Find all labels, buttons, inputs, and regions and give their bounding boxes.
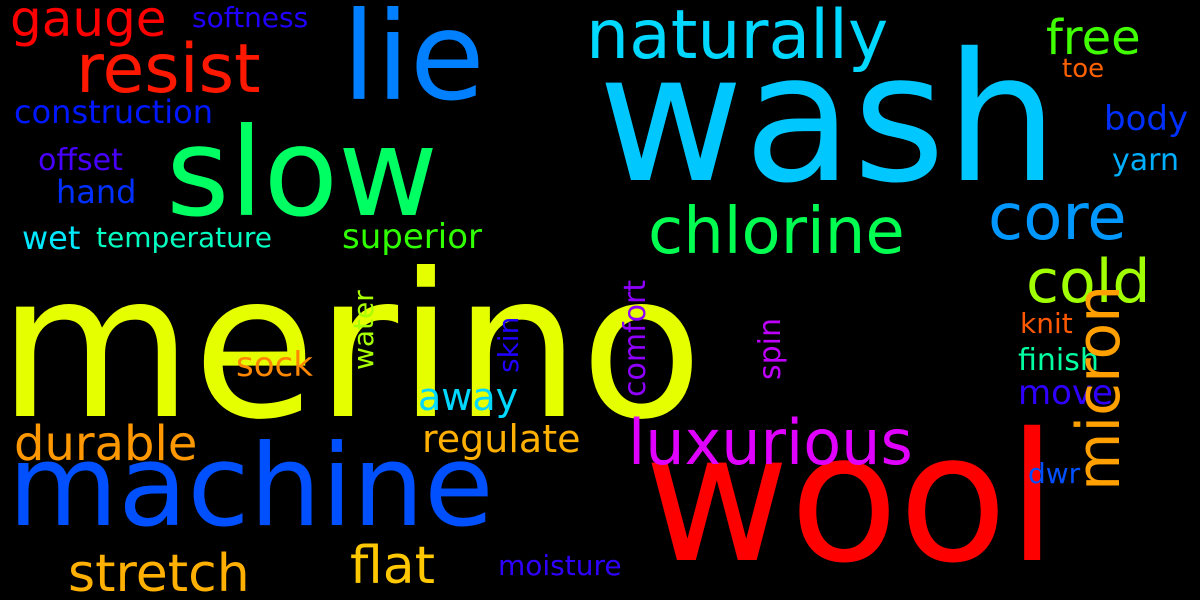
- word-yarn: yarn: [1112, 143, 1179, 178]
- word-cold: cold: [1026, 247, 1151, 317]
- word-away: away: [418, 375, 519, 419]
- word-move: move: [1018, 373, 1113, 413]
- word-softness: softness: [192, 1, 309, 34]
- word-wool: wool: [644, 395, 1057, 600]
- word-durable: durable: [14, 416, 198, 472]
- word-comfort: comfort: [618, 279, 653, 397]
- word-machine: machine: [8, 420, 494, 552]
- word-skin: skin: [492, 316, 525, 373]
- word-wet: wet: [22, 219, 81, 257]
- word-regulate: regulate: [422, 417, 581, 461]
- word-micron: micron: [1064, 284, 1134, 491]
- word-stretch: stretch: [68, 544, 250, 600]
- word-body: body: [1104, 99, 1189, 139]
- word-resist: resist: [76, 30, 261, 109]
- word-finish: finish: [1018, 343, 1099, 378]
- word-moisture: moisture: [498, 549, 622, 582]
- word-wash: wash: [598, 15, 1059, 222]
- word-naturally: naturally: [586, 0, 889, 75]
- word-water: water: [347, 290, 380, 370]
- word-sock: sock: [236, 345, 313, 385]
- word-superior: superior: [342, 217, 482, 257]
- word-merino: merino: [0, 231, 703, 464]
- word-gauge: gauge: [10, 0, 167, 48]
- word-toe: toe: [1062, 54, 1105, 84]
- word-dwr: dwr: [1028, 457, 1081, 490]
- word-construction: construction: [14, 93, 213, 131]
- word-knit: knit: [1020, 307, 1073, 340]
- word-flat: flat: [350, 536, 436, 596]
- word-offset: offset: [38, 143, 123, 178]
- word-spin: spin: [753, 317, 788, 380]
- word-free: free: [1046, 10, 1141, 66]
- word-core: core: [988, 181, 1127, 255]
- word-hand: hand: [56, 173, 137, 211]
- word-luxurious: luxurious: [628, 406, 913, 479]
- word-lie: lie: [342, 0, 485, 128]
- word-chlorine: chlorine: [648, 195, 905, 269]
- word-temperature: temperature: [96, 221, 272, 254]
- word-slow: slow: [166, 102, 438, 244]
